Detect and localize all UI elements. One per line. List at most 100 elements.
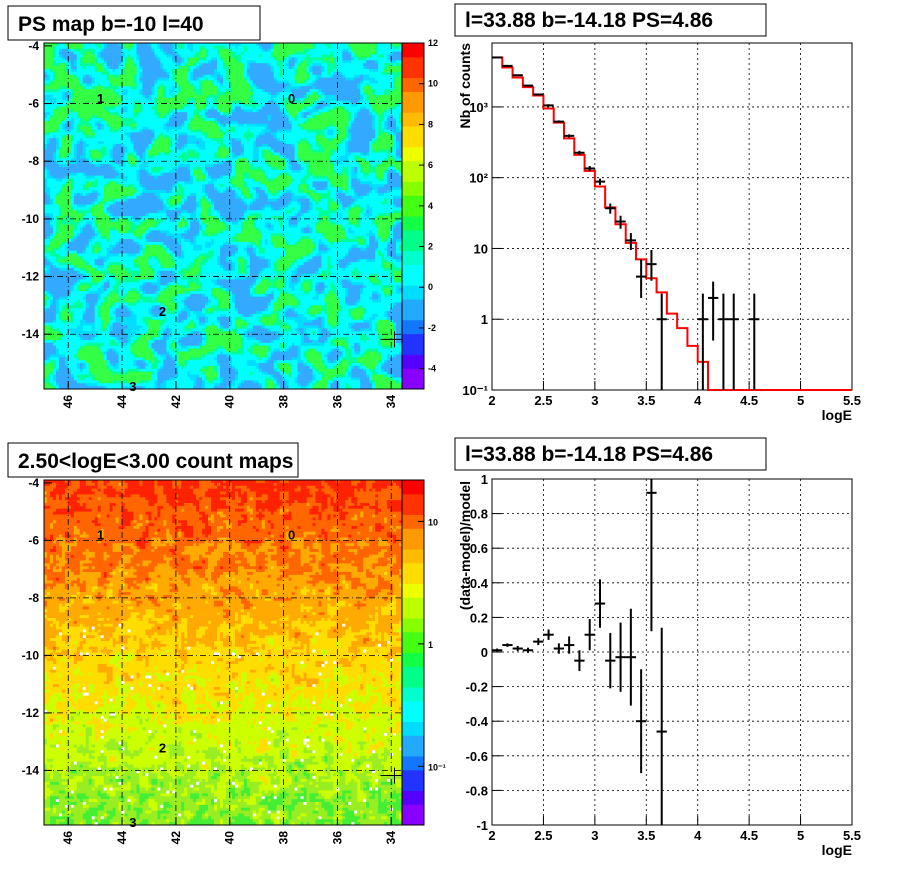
heatmap-cell — [193, 135, 197, 139]
heatmap-cell — [67, 68, 72, 73]
heatmap-cell — [279, 141, 283, 145]
heatmap-cell — [88, 143, 93, 148]
heatmap-cell — [348, 86, 352, 90]
heatmap-cell — [220, 149, 224, 153]
heatmap-cell — [172, 80, 176, 84]
heatmap-cell — [372, 89, 376, 93]
heatmap-cell — [58, 129, 63, 133]
heatmap-cell — [67, 63, 72, 67]
heatmap-cell — [133, 103, 137, 107]
heatmap-cell — [187, 149, 191, 153]
heatmap-cell — [246, 149, 251, 153]
heatmap-cell — [279, 123, 283, 127]
heatmap-cell — [381, 74, 385, 78]
heatmap-cell — [115, 106, 119, 110]
heatmap-cell — [267, 120, 272, 125]
heatmap-cell — [58, 146, 63, 150]
heatmap-cell — [291, 54, 295, 58]
heatmap-cell — [44, 92, 48, 96]
heatmap-cell — [381, 97, 385, 101]
heatmap-cell — [67, 60, 72, 64]
heatmap-cell — [223, 126, 227, 130]
heatmap-cell — [202, 51, 206, 55]
heatmap-cell — [330, 66, 334, 70]
heatmap-cell — [243, 51, 248, 55]
heatmap-cell — [178, 71, 182, 76]
heatmap-cell — [208, 115, 212, 119]
heatmap-cell — [148, 149, 152, 153]
heatmap-cell — [112, 92, 116, 96]
heatmap-cell — [396, 152, 400, 156]
heatmap-cell — [130, 143, 134, 148]
heatmap-cell — [360, 66, 364, 70]
heatmap-cell — [103, 66, 107, 70]
heatmap-cell — [115, 66, 119, 70]
heatmap-cell — [217, 132, 221, 136]
heatmap-cell — [231, 60, 236, 64]
heatmap-cell — [249, 60, 254, 64]
heatmap-cell — [381, 77, 385, 81]
heatmap-cell — [291, 155, 295, 159]
heatmap-cell — [79, 115, 84, 119]
heatmap-cell — [297, 146, 301, 150]
heatmap-cell — [58, 86, 63, 90]
heatmap-cell — [130, 51, 134, 55]
heatmap-cell — [312, 94, 316, 99]
heatmap-cell — [88, 152, 93, 156]
heatmap-cell — [315, 103, 319, 107]
heatmap-cell — [46, 152, 51, 156]
heatmap-cell — [300, 141, 304, 145]
heatmap-cell — [282, 86, 286, 90]
heatmap-cell — [306, 77, 310, 81]
heatmap-cell — [112, 158, 116, 162]
heatmap-cell — [142, 112, 146, 116]
heatmap-cell — [148, 45, 152, 50]
heatmap-cell — [181, 77, 185, 81]
heatmap-cell — [390, 112, 394, 116]
heatmap-cell — [166, 60, 170, 64]
heatmap-cell — [61, 126, 66, 130]
heatmap-cell — [118, 132, 122, 136]
heatmap-cell — [79, 161, 84, 165]
heatmap-cell — [399, 141, 403, 145]
heatmap-cell — [76, 80, 81, 84]
heatmap-cell — [270, 115, 275, 119]
heatmap-cell — [387, 54, 391, 58]
heatmap-cell — [133, 100, 137, 104]
heatmap-cell — [187, 132, 191, 136]
heatmap-cell — [121, 132, 125, 136]
heatmap-cell — [196, 146, 200, 150]
heatmap-cell — [315, 74, 319, 78]
heatmap-cell — [237, 80, 242, 84]
heatmap-cell — [237, 60, 242, 64]
heatmap-cell — [330, 155, 334, 159]
heatmap-cell — [234, 120, 239, 125]
heatmap-cell — [237, 94, 242, 99]
heatmap-cell — [94, 63, 98, 67]
heatmap-cell — [52, 115, 57, 119]
heatmap-cell — [178, 100, 182, 104]
heatmap-cell — [228, 152, 233, 156]
heatmap-cell — [309, 109, 313, 113]
heatmap-cell — [387, 68, 391, 73]
heatmap-cell — [82, 117, 87, 122]
heatmap-cell — [124, 92, 128, 96]
heatmap-cell — [166, 135, 170, 139]
heatmap-cell — [318, 89, 322, 93]
heatmap-cell — [49, 152, 54, 156]
heatmap-cell — [145, 89, 149, 93]
heatmap-cell — [318, 43, 322, 47]
heatmap-cell — [52, 112, 57, 116]
heatmap-cell — [291, 152, 295, 156]
heatmap-cell — [357, 54, 361, 58]
heatmap-cell — [267, 63, 272, 67]
heatmap-cell — [246, 48, 251, 52]
heatmap-cell — [52, 120, 57, 125]
heatmap-cell — [130, 123, 134, 127]
heatmap-cell — [52, 100, 57, 104]
heatmap-cell — [228, 146, 233, 150]
heatmap-cell — [312, 77, 316, 81]
heatmap-cell — [55, 66, 60, 70]
heatmap-cell — [199, 94, 203, 99]
heatmap-cell — [240, 146, 245, 150]
